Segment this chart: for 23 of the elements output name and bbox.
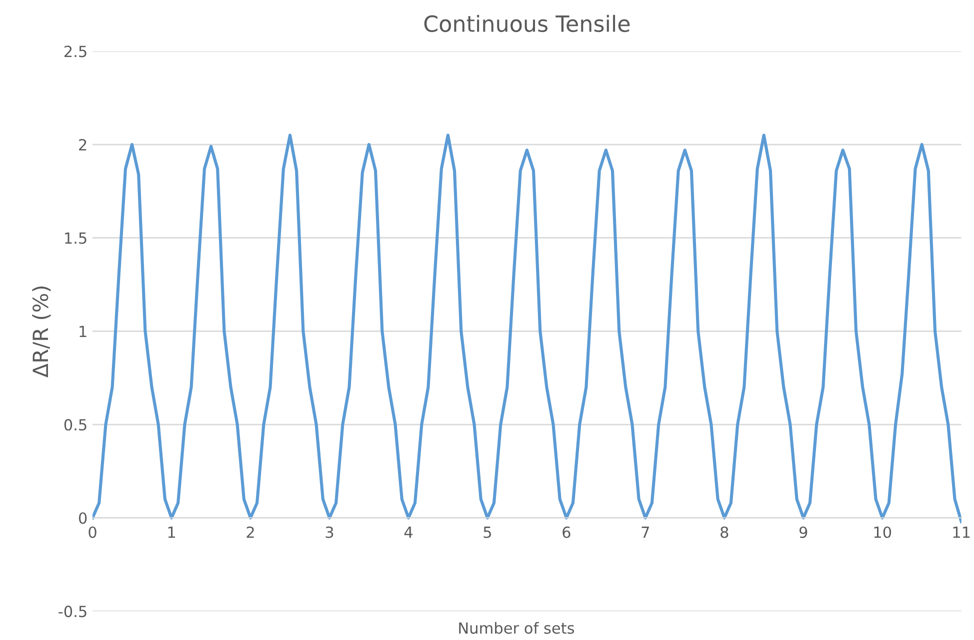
x-tick-label: 10 (874, 526, 892, 538)
line-series (92, 134, 962, 524)
y-tick-label: 1 (80, 326, 86, 338)
x-tick-label: 1 (168, 526, 175, 538)
x-tick-label: 5 (484, 526, 491, 538)
y-tick-label: 2.5 (64, 46, 86, 58)
y-tick-label: 1.5 (65, 232, 86, 244)
x-axis-title: Number of sets (459, 622, 574, 634)
y-tick-label: 2 (79, 139, 86, 150)
x-tick-label: 11 (953, 526, 970, 538)
y-tick-label: -0.5 (58, 606, 86, 618)
x-tick-label: 9 (799, 526, 808, 538)
x-tick-label: 4 (404, 526, 412, 538)
x-tick-label: 7 (642, 526, 649, 538)
y-tick-label: 0 (78, 512, 87, 524)
y-axis-title: ΔR/R (%) (32, 286, 51, 378)
x-tick-label: 8 (720, 526, 728, 538)
x-tick-label: 6 (562, 526, 570, 538)
x-tick-label: 2 (246, 526, 254, 538)
x-tick-label: 0 (88, 526, 96, 538)
chart-title: Continuous Tensile (424, 14, 630, 32)
x-tick-label: 3 (326, 526, 334, 538)
y-tick-label: 0.5 (64, 419, 86, 431)
